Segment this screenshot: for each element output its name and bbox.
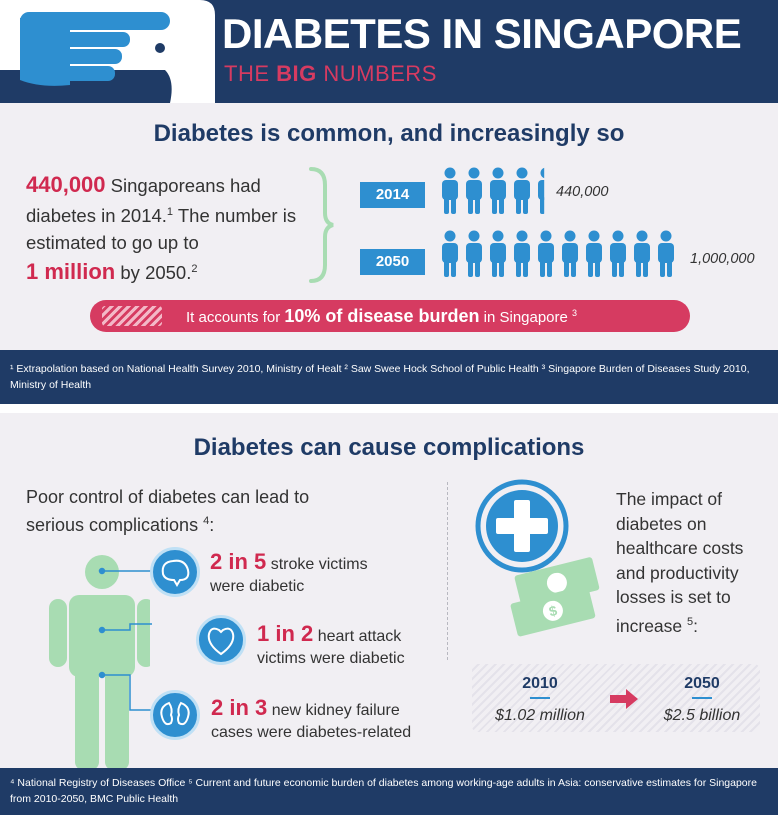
curly-brace-icon	[309, 167, 334, 283]
disease-burden-text: It accounts for 10% of disease burden in…	[186, 306, 578, 326]
hatch-pattern	[102, 306, 162, 326]
page-subtitle: THE BIG NUMBERS	[224, 61, 437, 86]
value-2014: 440,000	[556, 184, 609, 200]
page-title: DIABETES IN SINGAPORE	[222, 10, 742, 57]
year-badge-2050: 2050	[360, 249, 425, 275]
medical-cross-icon: $	[475, 479, 600, 637]
footnotes-1: ¹ Extrapolation based on National Health…	[10, 363, 750, 391]
person-icon	[538, 230, 554, 277]
divider-line	[692, 697, 712, 699]
year-badge-2014: 2014	[360, 182, 425, 208]
stroke-stat: 2 in 5 stroke victims were diabetic	[210, 549, 368, 596]
person-icon	[562, 230, 578, 277]
heart-icon	[196, 615, 246, 665]
human-body-icon	[49, 555, 150, 770]
person-icon	[490, 167, 506, 214]
common-section-title: Diabetes is common, and increasingly so	[153, 120, 625, 147]
footnotes-2: ⁴ National Registry of Diseases Office ⁵…	[10, 777, 757, 805]
divider-line	[530, 697, 550, 699]
brain-icon	[150, 547, 200, 597]
footnote-bar-2	[0, 768, 778, 815]
money-icon: $	[510, 557, 600, 637]
person-icon	[466, 230, 482, 277]
impact-statement: The impact of diabetes on healthcare cos…	[616, 489, 744, 636]
prevalence-statement: 440,000 Singaporeans had diabetes in 201…	[26, 172, 297, 285]
cost-value-2010: $1.02 million	[495, 707, 585, 724]
person-icon	[634, 230, 650, 277]
pointing-hand-icon	[0, 0, 215, 103]
complications-intro: Poor control of diabetes can lead to ser…	[26, 487, 310, 535]
person-icon	[658, 230, 674, 277]
person-icon	[514, 167, 530, 214]
person-icon	[490, 230, 506, 277]
cost-year-2050: 2050	[684, 675, 720, 692]
arrow-right-icon	[610, 689, 638, 709]
person-icon	[514, 230, 530, 277]
cost-year-2010: 2010	[522, 675, 558, 692]
section-divider	[447, 482, 448, 660]
person-icon	[466, 167, 482, 214]
heart-attack-stat: 1 in 2 heart attack victims were diabetic	[257, 621, 405, 668]
cost-value-2050: $2.5 billion	[663, 707, 741, 724]
person-icon	[610, 230, 626, 277]
person-icon	[538, 167, 545, 214]
kidney-failure-stat: 2 in 3 new kidney failure cases were diab…	[211, 695, 412, 742]
complications-section-title: Diabetes can cause complications	[193, 434, 585, 461]
person-icon	[442, 167, 458, 214]
disease-burden-banner	[90, 300, 690, 332]
kidney-icon	[150, 690, 200, 740]
person-icon	[442, 230, 458, 277]
person-icon	[586, 230, 602, 277]
footnote-bar-1	[0, 350, 778, 404]
connector-lines	[102, 570, 152, 711]
value-2050: 1,000,000	[690, 251, 755, 267]
svg-text:$: $	[547, 602, 559, 619]
people-icons-2050	[441, 230, 681, 285]
people-icons-2014	[441, 167, 551, 222]
